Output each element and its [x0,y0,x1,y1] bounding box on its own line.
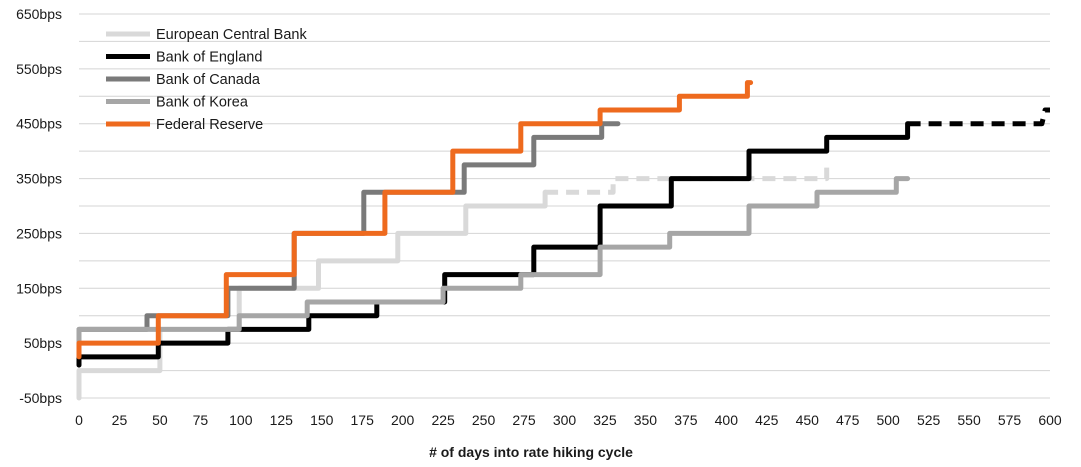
y-tick-label: 250bps [16,225,62,241]
y-axis-tick-labels: -50bps 50bps 150bps 250bps 350bps 450bps 550bp… [16,6,62,406]
gridlines [79,13,1050,399]
x-axis-label: # of days into rate hiking cycle [429,444,633,460]
y-tick-label: -50bps [19,390,62,406]
x-tick-label: 400 [715,412,739,428]
series-line-bank-of-england [76,121,911,368]
legend-item-european-central-bank: European Central Bank [106,27,307,43]
x-tick-label: 250 [472,412,496,428]
x-tick-label: 50 [152,412,168,428]
x-tick-label: 600 [1038,412,1062,428]
x-tick-label: 425 [755,412,779,428]
series-projection-bank-of-england [907,107,1050,127]
x-tick-label: 150 [310,412,334,428]
series-projection-european-central-bank [545,167,830,195]
x-tick-label: 550 [957,412,981,428]
x-tick-label: 350 [634,412,658,428]
legend-item-bank-of-england: Bank of England [106,50,262,66]
y-tick-label: 350bps [16,171,62,187]
y-tick-label: 650bps [16,6,62,22]
x-tick-label: 125 [270,412,294,428]
x-tick-label: 475 [836,412,860,428]
y-tick-label: 450bps [16,116,62,132]
legend-item-bank-of-korea: Bank of Korea [106,95,249,111]
x-tick-label: 100 [229,412,253,428]
x-axis-tick-labels: 0 25 50 75 100 125 150 175 200 225 250 275 300 325 350… [75,412,1062,428]
y-tick-label: 150bps [16,280,62,296]
legend-item-bank-of-canada: Bank of Canada [106,72,261,88]
series-line-federal-reserve [76,80,754,360]
x-tick-label: 575 [998,412,1022,428]
x-tick-label: 500 [876,412,900,428]
x-tick-label: 200 [391,412,415,428]
x-tick-label: 75 [193,412,209,428]
x-tick-label: 375 [674,412,698,428]
legend-label: Federal Reserve [156,117,263,133]
x-tick-label: 300 [553,412,577,428]
x-tick-label: 275 [512,412,536,428]
x-tick-label: 525 [917,412,941,428]
y-tick-label: 550bps [16,61,62,77]
x-tick-label: 325 [593,412,617,428]
series-lines [76,80,1050,401]
x-tick-label: 450 [796,412,820,428]
legend-label: Bank of England [156,50,262,66]
series-line-bank-of-canada [76,121,621,332]
x-tick-label: 0 [75,412,83,428]
legend-label: Bank of Canada [156,72,261,88]
legend-item-federal-reserve: Federal Reserve [106,117,263,133]
x-tick-label: 25 [112,412,128,428]
y-tick-label: 50bps [24,335,62,351]
series-line-bank-of-korea [76,176,911,346]
series-line-european-central-bank [76,189,548,401]
legend-label: European Central Bank [156,27,307,43]
x-tick-label: 175 [351,412,375,428]
legend-label: Bank of Korea [156,95,249,111]
x-tick-label: 225 [431,412,455,428]
legend: European Central Bank Bank of England Bank… [106,27,307,133]
